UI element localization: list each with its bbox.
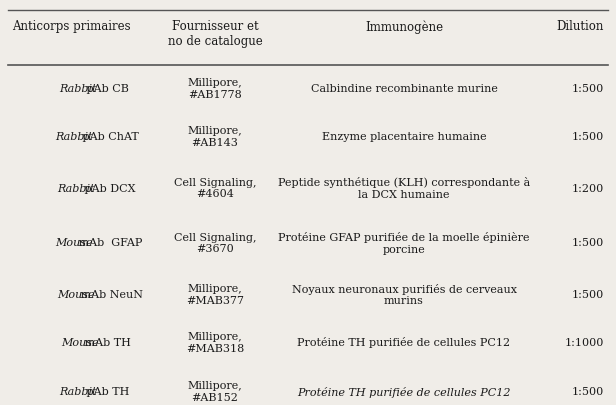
- Text: pAb ChAT: pAb ChAT: [79, 132, 139, 142]
- Text: Protéine GFAP purifiée de la moelle épinière
porcine: Protéine GFAP purifiée de la moelle épin…: [278, 232, 530, 255]
- Text: Protéine TH purifiée de cellules PC12: Protéine TH purifiée de cellules PC12: [298, 337, 511, 348]
- Text: 1:500: 1:500: [572, 290, 604, 300]
- Text: Rabbit: Rabbit: [59, 84, 97, 94]
- Text: mAb  GFAP: mAb GFAP: [75, 239, 142, 249]
- Text: Cell Signaling,
#4604: Cell Signaling, #4604: [174, 178, 256, 199]
- Text: 1:1000: 1:1000: [565, 338, 604, 348]
- Text: Protéine TH purifiée de cellules PC12: Protéine TH purifiée de cellules PC12: [298, 386, 511, 397]
- Text: pAb DCX: pAb DCX: [81, 183, 136, 194]
- Text: 1:500: 1:500: [572, 387, 604, 397]
- Text: Millipore,
#AB143: Millipore, #AB143: [188, 126, 242, 148]
- Text: Enzyme placentaire humaine: Enzyme placentaire humaine: [322, 132, 486, 142]
- Text: Cell Signaling,
#3670: Cell Signaling, #3670: [174, 233, 256, 254]
- Text: 1:500: 1:500: [572, 239, 604, 249]
- Text: Mouse: Mouse: [55, 239, 92, 249]
- Text: Noyaux neuronaux purifiés de cerveaux
murins: Noyaux neuronaux purifiés de cerveaux mu…: [291, 284, 516, 306]
- Text: Mouse: Mouse: [57, 290, 95, 300]
- Text: Millipore,
#MAB318: Millipore, #MAB318: [186, 332, 244, 354]
- Text: Immunogène: Immunogène: [365, 20, 443, 34]
- Text: Anticorps primaires: Anticorps primaires: [12, 20, 131, 33]
- Text: 1:500: 1:500: [572, 132, 604, 142]
- Text: Peptide synthétique (KLH) correspondante à
la DCX humaine: Peptide synthétique (KLH) correspondante…: [278, 177, 530, 200]
- Text: Millipore,
#MAB377: Millipore, #MAB377: [186, 284, 244, 306]
- Text: pAb CB: pAb CB: [83, 84, 129, 94]
- Text: Mouse: Mouse: [61, 338, 99, 348]
- Text: pAb TH: pAb TH: [83, 387, 129, 397]
- Text: 1:500: 1:500: [572, 84, 604, 94]
- Text: 1:200: 1:200: [572, 183, 604, 194]
- Text: Calbindine recombinante murine: Calbindine recombinante murine: [310, 84, 498, 94]
- Text: mAb TH: mAb TH: [81, 338, 131, 348]
- Text: mAb NeuN: mAb NeuN: [77, 290, 143, 300]
- Text: Rabbit: Rabbit: [57, 183, 94, 194]
- Text: Dilution: Dilution: [557, 20, 604, 33]
- Text: Millipore,
#AB152: Millipore, #AB152: [188, 381, 242, 403]
- Text: Rabbit: Rabbit: [59, 387, 97, 397]
- Text: Rabbit: Rabbit: [55, 132, 92, 142]
- Text: Fournisseur et
no de catalogue: Fournisseur et no de catalogue: [168, 20, 262, 48]
- Text: Millipore,
#AB1778: Millipore, #AB1778: [188, 78, 242, 100]
